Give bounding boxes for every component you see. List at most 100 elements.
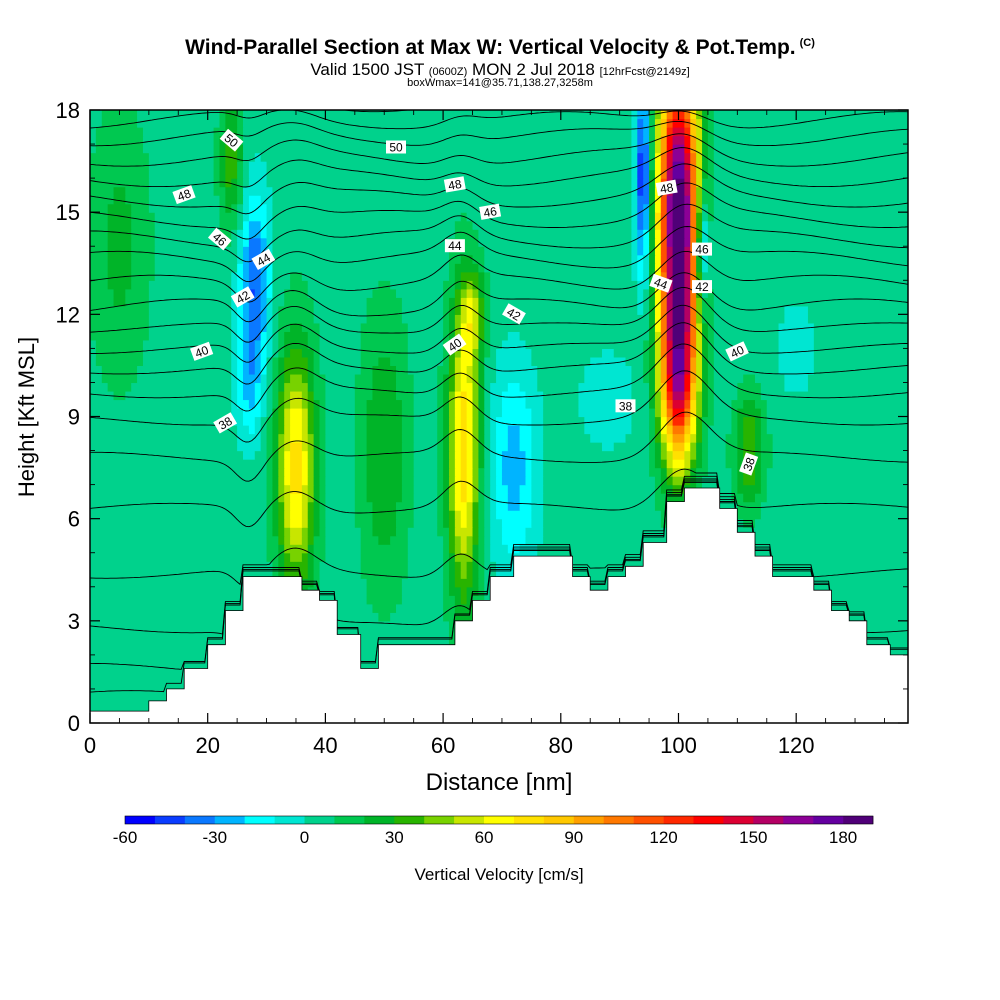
isentrope-line	[90, 226, 908, 283]
velocity-cell	[707, 263, 908, 273]
velocity-cell	[484, 501, 491, 511]
velocity-cell	[672, 195, 685, 205]
velocity-cell	[443, 331, 450, 341]
velocity-cell	[472, 407, 480, 418]
velocity-cell	[213, 135, 221, 145]
velocity-cell	[396, 518, 415, 528]
velocity-cell	[660, 407, 668, 418]
velocity-cell	[90, 135, 97, 145]
velocity-cell	[460, 288, 468, 298]
velocity-cell	[772, 459, 908, 469]
theta-label: 38	[213, 412, 238, 434]
theta-label: 46	[479, 203, 502, 220]
velocity-cell	[454, 578, 474, 588]
velocity-cell	[578, 390, 633, 401]
velocity-cell	[254, 152, 262, 162]
velocity-cell	[237, 331, 244, 341]
velocity-cell	[90, 510, 268, 520]
velocity-cell	[496, 493, 509, 503]
velocity-cell	[666, 348, 674, 358]
velocity-cell	[90, 195, 115, 205]
velocity-cell	[484, 535, 491, 545]
velocity-cell	[466, 305, 474, 315]
velocity-cell	[107, 220, 132, 230]
velocity-cell	[584, 416, 633, 426]
velocity-cell	[466, 459, 474, 469]
velocity-cell	[443, 348, 450, 358]
velocity-cell	[266, 331, 274, 341]
velocity-cell	[454, 373, 462, 384]
velocity-cell	[407, 356, 444, 367]
velocity-cell	[401, 407, 415, 418]
velocity-cell	[637, 237, 644, 247]
velocity-cell	[448, 484, 456, 494]
velocity-cell	[272, 433, 279, 443]
velocity-cell	[319, 501, 326, 511]
velocity-cell	[707, 459, 727, 469]
velocity-cell	[413, 493, 438, 503]
velocity-cell	[531, 484, 544, 494]
velocity-cell	[319, 425, 326, 435]
velocity-cell	[672, 459, 685, 469]
velocity-cell	[690, 416, 697, 426]
velocity-cell	[631, 178, 638, 188]
velocity-cell	[243, 450, 256, 460]
velocity-cell	[225, 118, 238, 128]
velocity-cell	[466, 297, 474, 307]
velocity-cell	[754, 399, 768, 409]
velocity-cell	[666, 297, 674, 307]
velocity-cell	[90, 476, 268, 486]
velocity-cell	[396, 373, 415, 384]
velocity-cell	[707, 467, 733, 477]
velocity-cell	[360, 322, 409, 332]
velocity-cell	[243, 263, 250, 273]
velocity-cell	[460, 518, 468, 528]
velocity-cell	[478, 476, 485, 486]
velocity-cell	[278, 425, 285, 435]
velocity-cell	[454, 433, 462, 443]
velocity-cell	[148, 152, 215, 162]
velocity-cell	[231, 348, 238, 358]
velocity-cell	[454, 220, 474, 230]
velocity-cell	[654, 373, 662, 384]
velocity-cell	[437, 416, 444, 426]
velocity-cell	[131, 229, 156, 239]
velocity-cell	[484, 390, 491, 401]
velocity-cell	[660, 271, 668, 281]
velocity-cell	[407, 331, 444, 341]
velocity-cell	[325, 501, 356, 511]
velocity-cell	[466, 544, 474, 554]
velocity-cell	[266, 442, 274, 452]
velocity-cell	[484, 416, 491, 426]
velocity-cell	[672, 322, 685, 332]
velocity-cell	[660, 356, 668, 367]
velocity-cell	[466, 510, 474, 520]
velocity-cell	[684, 382, 691, 392]
velocity-cell	[307, 527, 315, 537]
velocity-cell	[760, 407, 768, 418]
velocity-cell	[654, 339, 662, 349]
velocity-cell	[490, 314, 650, 324]
velocity-cell	[684, 186, 691, 196]
velocity-cell	[660, 339, 668, 349]
velocity-cell	[313, 348, 321, 358]
velocity-cell	[107, 271, 132, 281]
velocity-cell	[684, 433, 691, 443]
velocity-cell	[713, 195, 908, 205]
velocity-cell	[131, 212, 156, 222]
velocity-cell	[702, 314, 715, 324]
velocity-cell	[443, 382, 450, 392]
velocity-cell	[131, 246, 156, 256]
velocity-cell	[672, 280, 685, 290]
velocity-cell	[307, 561, 315, 571]
velocity-cell	[690, 356, 697, 367]
velocity-cell	[637, 280, 650, 290]
velocity-cell	[213, 169, 221, 179]
velocity-cell	[354, 518, 374, 528]
velocity-cell	[443, 476, 450, 486]
velocity-cell	[260, 152, 633, 162]
velocity-cell	[401, 442, 415, 452]
velocity-cell	[696, 322, 703, 332]
velocity-cell	[460, 365, 468, 375]
colorbar-tick-label: 30	[385, 828, 404, 847]
